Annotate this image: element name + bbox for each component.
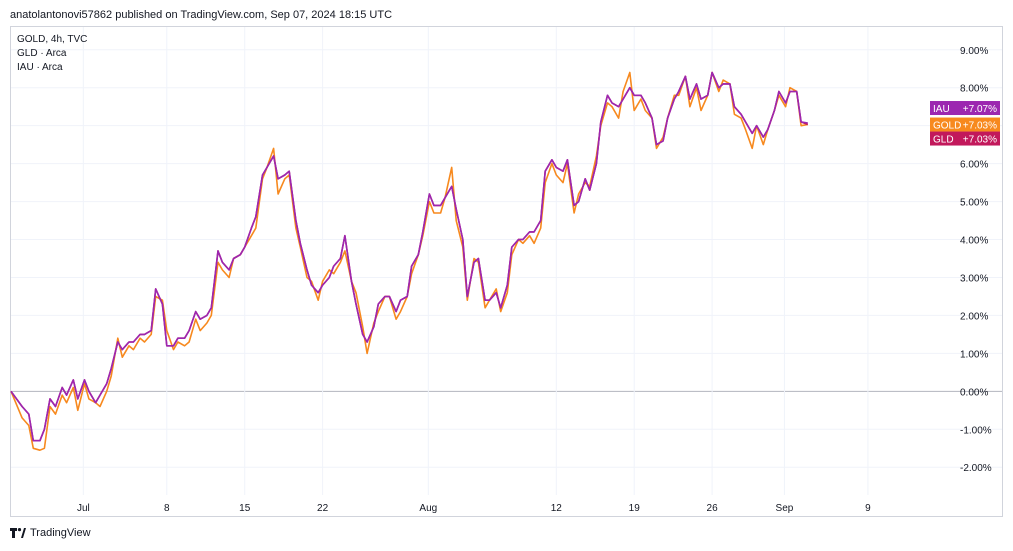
footer: TradingView bbox=[10, 527, 91, 539]
last-value-name-gold: GOLD bbox=[933, 121, 961, 132]
last-value-text-iau: +7.07% bbox=[963, 104, 997, 115]
publish-info: anatolantonovi57862 published on Trading… bbox=[10, 9, 393, 21]
last-value-name-gld: GLD bbox=[933, 135, 954, 146]
x-tick-label: 22 bbox=[317, 503, 329, 514]
legend-item-iau[interactable]: IAU · Arca bbox=[17, 62, 63, 73]
y-tick-label: 0.00% bbox=[960, 387, 988, 398]
x-tick-label: 26 bbox=[707, 503, 719, 514]
y-tick-label: 2.00% bbox=[960, 311, 988, 322]
chart-frame bbox=[10, 26, 1003, 517]
last-value-badge-gld bbox=[930, 131, 1000, 146]
brand-name: TradingView bbox=[30, 527, 91, 539]
legend: GOLD, 4h, TVC GLD · Arca IAU · Arca bbox=[17, 33, 87, 75]
x-tick-label: Sep bbox=[776, 503, 794, 514]
series-line-gold bbox=[10, 71, 808, 451]
series-line-gld bbox=[10, 71, 809, 442]
x-tick-label: 19 bbox=[629, 503, 641, 514]
y-tick-label: -2.00% bbox=[960, 463, 992, 474]
last-value-text-gld: +7.03% bbox=[963, 135, 997, 146]
legend-item-gold[interactable]: GOLD, 4h, TVC bbox=[17, 34, 88, 45]
tradingview-logo-icon bbox=[10, 528, 26, 538]
y-tick-label: 3.00% bbox=[960, 273, 988, 284]
y-tick-label: 5.00% bbox=[960, 198, 988, 209]
x-tick-label: 15 bbox=[239, 503, 251, 514]
last-value-text-gold: +7.03% bbox=[963, 121, 997, 132]
x-tick-label: Aug bbox=[419, 503, 437, 514]
y-tick-label: 4.00% bbox=[960, 236, 988, 247]
last-value-badge-gold bbox=[930, 117, 1000, 132]
legend-item-gld[interactable]: GLD · Arca bbox=[17, 48, 67, 59]
y-tick-label: -1.00% bbox=[960, 425, 992, 436]
y-tick-label: 9.00% bbox=[960, 46, 988, 57]
x-tick-label: Jul bbox=[77, 503, 90, 514]
x-tick-label: 12 bbox=[551, 503, 563, 514]
y-tick-label: 1.00% bbox=[960, 349, 988, 360]
last-value-name-iau: IAU bbox=[933, 104, 950, 115]
x-tick-label: 9 bbox=[865, 503, 871, 514]
x-tick-label: 8 bbox=[164, 503, 170, 514]
series-line-iau bbox=[10, 71, 808, 442]
y-tick-label: 6.00% bbox=[960, 160, 988, 171]
y-tick-label: 8.00% bbox=[960, 84, 988, 95]
last-value-badge-iau bbox=[930, 101, 1000, 116]
